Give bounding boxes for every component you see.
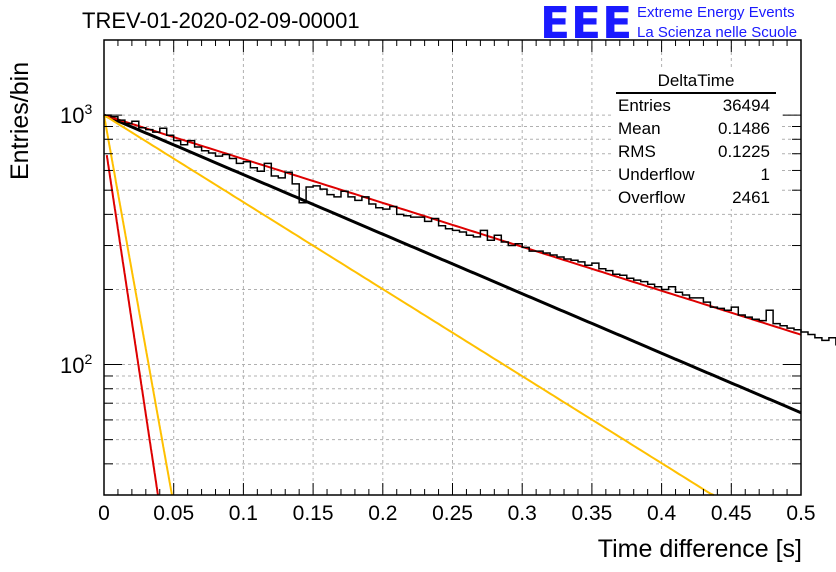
x-tick-label: 0.3: [507, 502, 537, 525]
stat-label: Mean: [618, 119, 661, 138]
x-tick-label: 0.45: [710, 502, 752, 525]
x-tick-label: 0.4: [646, 502, 677, 525]
org-name-line1: Extreme Energy Events: [637, 4, 795, 21]
series-curve-3: [105, 154, 159, 496]
stat-value: 2461: [732, 188, 770, 207]
stat-label: Overflow: [618, 188, 686, 207]
y-axis-label: Entries/bin: [6, 61, 34, 180]
x-tick-label: 0.25: [432, 502, 473, 525]
axis-ticks: [103, 39, 802, 496]
y-tick-label: 102: [60, 350, 93, 378]
stats-box: DeltaTime Entries 36494 Mean 0.1486 RMS …: [612, 70, 780, 209]
stat-row-underflow: Underflow 1: [612, 163, 780, 186]
stats-title: DeltaTime: [616, 70, 776, 94]
stat-value: 36494: [722, 96, 770, 115]
stat-value: 1: [760, 165, 770, 184]
x-tick-label: 0.2: [368, 502, 398, 525]
stat-label: Underflow: [618, 165, 695, 184]
stat-row-rms: RMS 0.1225: [612, 140, 780, 163]
grid-lines: [103, 39, 802, 496]
stat-value: 0.1225: [718, 142, 770, 161]
histogram: [104, 114, 836, 346]
stat-row-mean: Mean 0.1486: [612, 117, 780, 140]
stat-label: RMS: [618, 142, 656, 161]
x-tick-label: 0.1: [228, 502, 258, 525]
x-tick-label: 0.5: [786, 502, 816, 525]
stat-label: Entries: [618, 96, 671, 115]
x-axis-label: Time difference [s]: [597, 535, 802, 563]
x-tick-label: 0: [98, 502, 110, 525]
series-curve-0: [103, 113, 802, 415]
x-tick-label: 0.05: [153, 502, 195, 525]
fit-curves: [103, 113, 802, 496]
x-tick-label: 0.15: [292, 502, 334, 525]
series-curve-1: [103, 114, 802, 336]
eee-logo: EEE: [540, 0, 634, 49]
series-curve-4: [103, 114, 173, 496]
stat-row-entries: Entries 36494: [612, 94, 780, 117]
chart-title: TREV-01-2020-02-09-00001: [82, 8, 360, 33]
x-tick-label: 0.35: [571, 502, 613, 525]
y-tick-label: 103: [60, 101, 93, 129]
stat-value: 0.1486: [718, 119, 770, 138]
histogram-line: [104, 114, 836, 346]
series-curve-2: [103, 114, 715, 496]
stat-row-overflow: Overflow 2461: [612, 186, 780, 209]
org-name-line2: La Scienza nelle Scuole: [637, 24, 798, 41]
